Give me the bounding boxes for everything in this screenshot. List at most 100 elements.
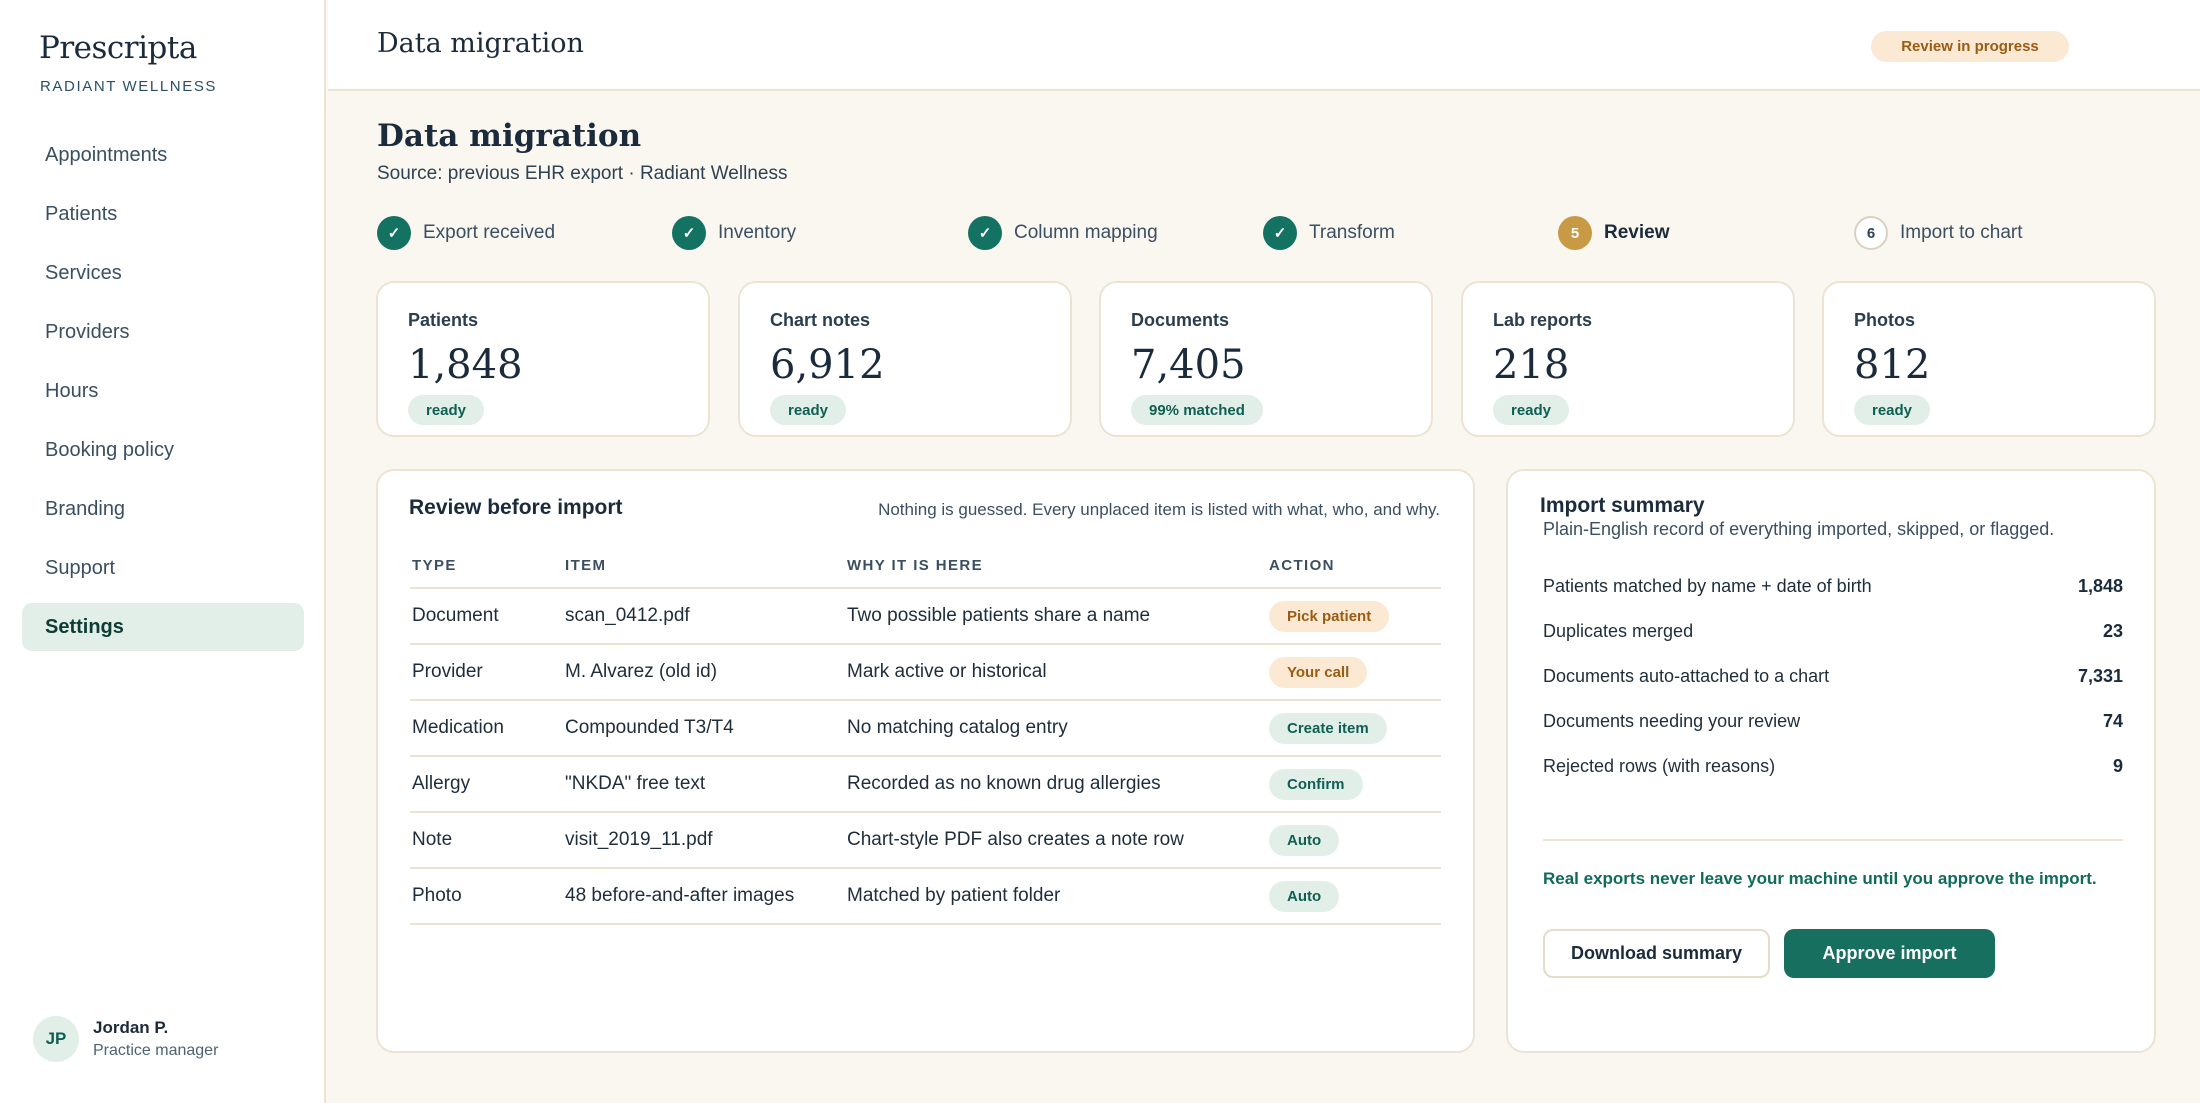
step-label: Column mapping: [1014, 222, 1158, 243]
topbar: Data migration Review in progress: [328, 0, 2200, 91]
topbar-title: Data migration: [377, 28, 584, 59]
table-row: Provider M. Alvarez (old id) Mark active…: [410, 645, 1441, 701]
approve-import-button[interactable]: Approve import: [1784, 929, 1995, 978]
column-header-why: WHY IT IS HERE: [847, 556, 984, 574]
page-title: Data migration: [377, 118, 642, 154]
step-column-mapping: ✓ Column mapping: [968, 216, 1158, 250]
table-row: Allergy "NKDA" free text Recorded as no …: [410, 757, 1441, 813]
sidebar-item-support[interactable]: Support: [45, 556, 116, 579]
sidebar-item-providers[interactable]: Providers: [45, 320, 130, 343]
step-label: Import to chart: [1900, 222, 2023, 243]
table-row: Document scan_0412.pdf Two possible pati…: [410, 589, 1441, 645]
stat-card-chart-notes: Chart notes 6,912 ready: [738, 281, 1072, 437]
step-label: Inventory: [718, 222, 797, 243]
step-review: 5 Review: [1558, 216, 1669, 250]
sidebar-item-patients[interactable]: Patients: [45, 202, 118, 225]
brand-name: Prescripta: [39, 30, 197, 66]
table-row: Photo 48 before-and-after images Matched…: [410, 869, 1441, 925]
step-number: 5: [1558, 216, 1592, 250]
stat-card-patients: Patients 1,848 ready: [376, 281, 710, 437]
stat-value: 812: [1854, 342, 1931, 388]
sidebar: Prescripta RADIANT WELLNESS Appointments…: [0, 0, 326, 1103]
summary-label: Documents auto-attached to a chart: [1543, 666, 1830, 686]
cell-why: Mark active or historical: [847, 661, 1047, 682]
your-call-button[interactable]: Your call: [1269, 656, 1368, 688]
sidebar-item-hours[interactable]: Hours: [45, 379, 99, 402]
divider: [1543, 839, 2123, 841]
summary-label: Duplicates merged: [1543, 621, 1694, 641]
download-summary-button[interactable]: Download summary: [1543, 929, 1770, 978]
cell-why: Two possible patients share a name: [847, 605, 1151, 626]
stat-label: Patients: [408, 310, 479, 330]
step-inventory: ✓ Inventory: [672, 216, 796, 250]
status-badge: 99% matched: [1131, 395, 1263, 425]
auto-badge[interactable]: Auto: [1269, 824, 1340, 856]
user-profile[interactable]: JP Jordan P. Practice manager: [33, 1016, 218, 1062]
status-badge: ready: [1493, 395, 1570, 425]
cell-item: M. Alvarez (old id): [565, 661, 718, 682]
check-icon: ✓: [672, 216, 706, 250]
step-transform: ✓ Transform: [1263, 216, 1395, 250]
stat-value: 218: [1493, 342, 1570, 388]
summary-label: Documents needing your review: [1543, 711, 1801, 731]
review-title: Review before import: [409, 496, 623, 519]
status-badge: Review in progress: [1871, 31, 2069, 62]
cell-type: Allergy: [412, 773, 471, 794]
step-label: Export received: [423, 222, 556, 243]
sidebar-item-services[interactable]: Services: [45, 261, 122, 284]
step-import-to-chart: 6 Import to chart: [1854, 216, 2023, 250]
cell-type: Medication: [412, 717, 504, 738]
column-header-type: TYPE: [412, 556, 457, 574]
stat-label: Documents: [1131, 310, 1230, 330]
cell-item: scan_0412.pdf: [565, 605, 690, 626]
pick-patient-button[interactable]: Pick patient: [1269, 600, 1390, 632]
import-summary-panel: Import summary Plain-English record of e…: [1506, 469, 2156, 1053]
summary-value: 7,331: [2077, 666, 2123, 686]
review-table: TYPE ITEM WHY IT IS HERE ACTION Document…: [410, 543, 1441, 925]
page-subtitle: Source: previous EHR export · Radiant We…: [377, 163, 788, 184]
create-item-button[interactable]: Create item: [1269, 712, 1387, 744]
cell-why: Recorded as no known drug allergies: [847, 773, 1161, 794]
confirm-button[interactable]: Confirm: [1269, 768, 1363, 800]
cell-item: 48 before-and-after images: [565, 885, 795, 906]
stat-card-documents: Documents 7,405 99% matched: [1099, 281, 1433, 437]
stat-card-lab-reports: Lab reports 218 ready: [1461, 281, 1795, 437]
column-header-item: ITEM: [565, 556, 607, 574]
summary-value: 23: [2102, 621, 2123, 641]
summary-label: Rejected rows (with reasons): [1543, 756, 1776, 776]
cell-type: Provider: [412, 661, 483, 682]
cell-type: Photo: [412, 885, 462, 906]
summary-list: Patients matched by name + date of birth…: [1543, 564, 2123, 789]
summary-label: Patients matched by name + date of birth: [1543, 576, 1872, 596]
stat-card-photos: Photos 812 ready: [1822, 281, 2156, 437]
summary-row: Rejected rows (with reasons) 9: [1543, 744, 2123, 789]
sidebar-nav: Appointments Patients Services Providers…: [22, 131, 304, 662]
step-export-received: ✓ Export received: [377, 216, 555, 250]
stat-label: Chart notes: [770, 310, 871, 330]
avatar: JP: [33, 1016, 79, 1062]
status-badge: ready: [1854, 395, 1931, 425]
privacy-note: Real exports never leave your machine un…: [1543, 869, 2097, 888]
user-role: Practice manager: [93, 1042, 219, 1059]
summary-value: 9: [2112, 756, 2123, 776]
check-icon: ✓: [968, 216, 1002, 250]
table-row: Note visit_2019_11.pdf Chart-style PDF a…: [410, 813, 1441, 869]
stat-value: 7,405: [1131, 342, 1246, 388]
stat-value: 6,912: [770, 342, 885, 388]
sidebar-item-booking-policy[interactable]: Booking policy: [45, 438, 174, 461]
stat-value: 1,848: [408, 342, 523, 388]
cell-item: visit_2019_11.pdf: [565, 829, 713, 850]
summary-value: 1,848: [2077, 576, 2123, 596]
cell-type: Document: [412, 605, 499, 626]
auto-badge[interactable]: Auto: [1269, 880, 1340, 912]
cell-item: Compounded T3/T4: [565, 717, 734, 738]
sidebar-item-branding[interactable]: Branding: [45, 497, 126, 520]
table-header: TYPE ITEM WHY IT IS HERE ACTION: [410, 543, 1441, 589]
table-row: Medication Compounded T3/T4 No matching …: [410, 701, 1441, 757]
summary-row: Documents needing your review 74: [1543, 699, 2123, 744]
cell-why: Chart-style PDF also creates a note row: [847, 829, 1184, 850]
summary-row: Documents auto-attached to a chart 7,331: [1543, 654, 2123, 699]
sidebar-item-appointments[interactable]: Appointments: [45, 143, 168, 166]
status-badge: ready: [408, 395, 485, 425]
sidebar-item-settings[interactable]: Settings: [22, 603, 304, 651]
